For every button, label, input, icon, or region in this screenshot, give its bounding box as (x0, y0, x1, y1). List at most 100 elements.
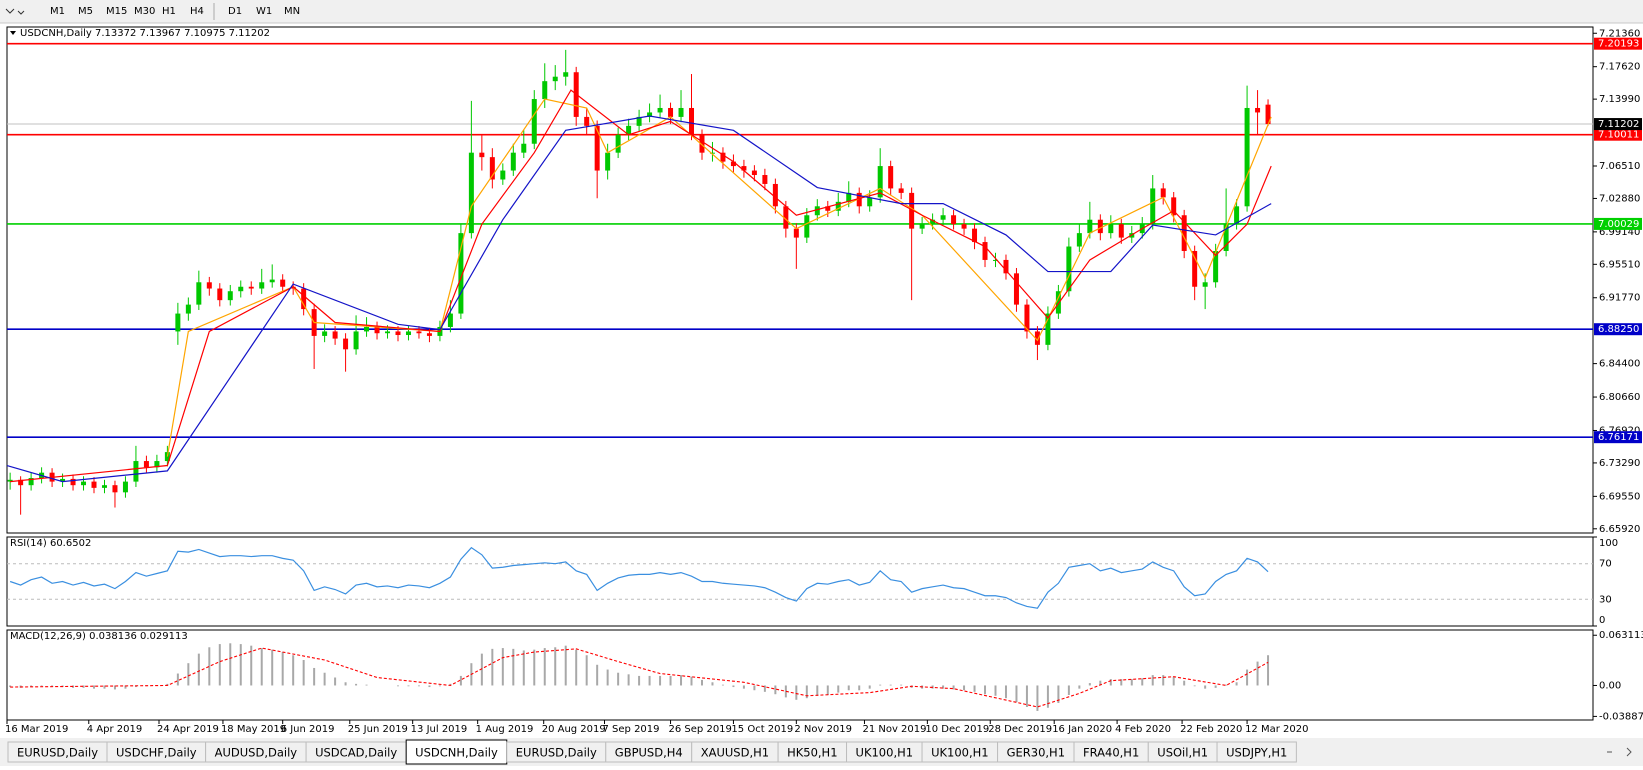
level-label-box (1594, 217, 1642, 230)
candle-body (1066, 246, 1072, 292)
candle-body (206, 282, 212, 289)
candle-body (1003, 259, 1009, 274)
level-label: 7.00029 (1598, 219, 1639, 230)
timeframe-button[interactable]: M30 (134, 6, 155, 17)
candle-body (856, 192, 862, 207)
candle-body (1234, 206, 1240, 225)
candle-body (458, 233, 464, 314)
rsi-tick-label: 100 (1599, 538, 1618, 549)
candle-body (238, 286, 244, 292)
candle-body (1255, 107, 1261, 113)
panel-frame (6, 629, 1594, 721)
candle-body (217, 288, 223, 301)
rsi-line (9, 546, 1269, 609)
candle-body (1055, 291, 1061, 314)
level-label: 6.88250 (1598, 324, 1639, 335)
candle-body (1108, 224, 1114, 234)
tab-label[interactable]: GBPUSD,H4 (615, 746, 683, 760)
candle-body (888, 166, 894, 189)
y-tick-label: 7.02880 (1599, 193, 1640, 204)
y-tick-label: 6.80660 (1599, 392, 1640, 403)
timeframe-button[interactable]: M5 (78, 6, 93, 17)
candle-body (259, 282, 265, 289)
macd-title: MACD(12,26,9) 0.038136 0.029113 (10, 631, 188, 642)
x-tick-label: 2 Nov 2019 (794, 724, 852, 735)
candle-body (1181, 215, 1187, 251)
tab-scroll[interactable] (1607, 747, 1632, 757)
candle-body (447, 313, 453, 327)
candle-body (1265, 104, 1271, 125)
tab-label[interactable]: HK50,H1 (787, 746, 837, 760)
timeframe-button[interactable]: H1 (162, 6, 176, 17)
x-tick-label: 16 Mar 2019 (5, 724, 68, 735)
timeframe-button[interactable]: M1 (50, 6, 65, 17)
tab-label[interactable]: EURUSD,Daily (516, 746, 597, 760)
candle-body (521, 143, 527, 153)
timeframe-button[interactable]: H4 (190, 6, 204, 17)
tab-label[interactable]: AUDUSD,Daily (215, 746, 298, 760)
candle-body (500, 170, 506, 180)
candle-body (91, 481, 97, 488)
candle-body (531, 99, 537, 144)
tab-label[interactable]: UK100,H1 (931, 746, 989, 760)
candle-body (584, 116, 590, 126)
candle-body (919, 224, 925, 229)
y-tick-label: 7.06510 (1599, 161, 1640, 172)
candle-body (793, 228, 799, 238)
tab[interactable] (405, 739, 508, 765)
header-arrow (10, 31, 16, 35)
tab-label[interactable]: XAUUSD,H1 (701, 746, 769, 760)
level-label-box (1594, 37, 1642, 50)
tab-label[interactable]: USDCHF,Daily (116, 746, 197, 760)
candle-body (1118, 224, 1124, 238)
tab-label[interactable]: USDCNH,Daily (415, 746, 498, 760)
candle-body (101, 485, 107, 488)
candle-body (301, 288, 307, 310)
tab-label[interactable]: USDCAD,Daily (315, 746, 397, 760)
current-price-box (1594, 118, 1642, 131)
candle-body (542, 81, 548, 100)
timeframe-button[interactable]: M15 (106, 6, 127, 17)
toolbar (0, 0, 1643, 23)
candle-body (626, 125, 632, 135)
tab-label[interactable]: FRA40,H1 (1083, 746, 1139, 760)
candle-body (1076, 233, 1082, 247)
candle-body (1097, 219, 1103, 234)
candle-body (877, 166, 883, 198)
level-label: 7.10011 (1598, 130, 1639, 141)
timeframe-button[interactable]: MN (284, 6, 300, 17)
timeframe-button[interactable]: W1 (256, 6, 272, 17)
candle-body (143, 461, 149, 468)
candle-body (804, 215, 810, 238)
tab-label[interactable]: EURUSD,Daily (17, 746, 98, 760)
candle-body (668, 107, 674, 117)
candle-body (678, 107, 684, 117)
candle-body (322, 331, 328, 336)
tab-label[interactable]: USDJPY,H1 (1226, 746, 1287, 760)
candle-body (552, 76, 558, 82)
tab-label[interactable]: GER30,H1 (1007, 746, 1065, 760)
candle-body (343, 338, 349, 350)
macd-signal (10, 647, 1269, 708)
tab[interactable] (1216, 741, 1297, 763)
chart-header: USDCNH,Daily 7.13372 7.13967 7.10975 7.1… (20, 28, 270, 39)
timeframe-button[interactable]: D1 (228, 6, 242, 17)
candle-body (18, 479, 24, 486)
candle-body (122, 481, 128, 493)
candle-body (898, 188, 904, 193)
toolbar-icon[interactable] (5, 8, 25, 15)
y-tick-label: 6.69550 (1599, 491, 1640, 502)
level-label-box (1594, 128, 1642, 141)
x-tick-label: 26 Sep 2019 (669, 724, 732, 735)
candle-body (426, 333, 432, 336)
candle-body (657, 107, 663, 113)
y-tick-label: 6.99140 (1599, 227, 1640, 238)
candle-body (1192, 250, 1198, 287)
y-tick-label: 7.21360 (1599, 28, 1640, 39)
current-price-label: 7.11202 (1598, 119, 1639, 130)
tab-label[interactable]: USOil,H1 (1157, 746, 1208, 760)
tab-label[interactable]: UK100,H1 (856, 746, 914, 760)
candle-body (751, 170, 757, 176)
candle-body (709, 152, 715, 154)
